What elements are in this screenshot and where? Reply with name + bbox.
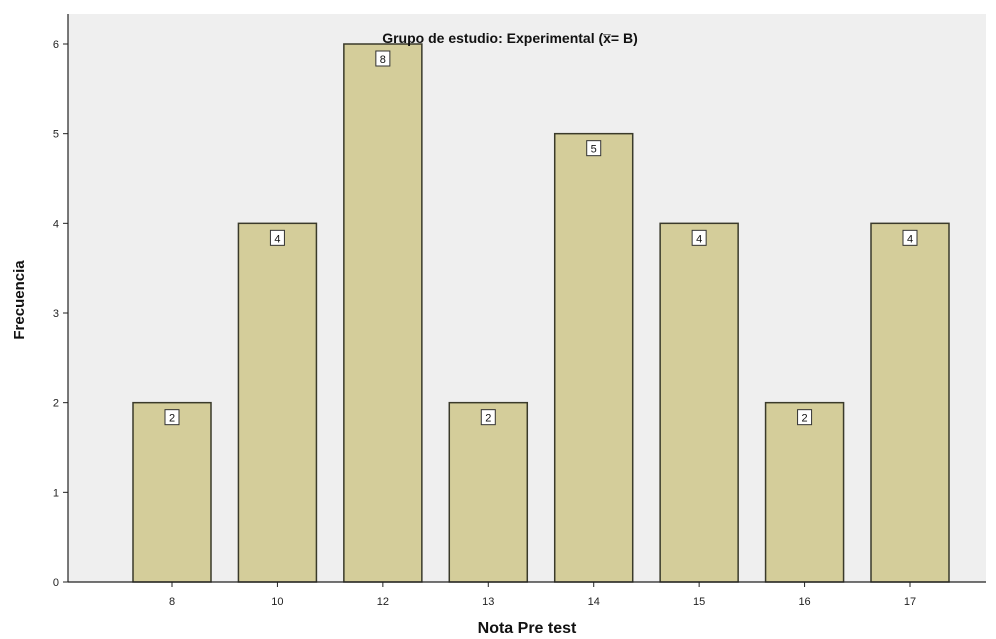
y-axis-title: Frecuencia bbox=[11, 260, 28, 340]
data-label-box bbox=[797, 409, 813, 426]
data-label-16: 2 bbox=[797, 409, 813, 426]
y-tick-label: 2 bbox=[53, 398, 59, 410]
data-label-text: 4 bbox=[274, 233, 280, 245]
bars-layer bbox=[132, 43, 950, 583]
x-tick-label: 15 bbox=[693, 596, 705, 608]
x-tick-label: 14 bbox=[588, 596, 600, 608]
bar-13 bbox=[448, 401, 529, 583]
x-tick-label: 16 bbox=[798, 596, 810, 608]
data-label-text: 8 bbox=[380, 54, 386, 66]
data-label-box bbox=[902, 229, 918, 246]
data-label-15: 4 bbox=[691, 229, 707, 246]
data-label-box bbox=[586, 140, 602, 157]
bar-14 bbox=[553, 132, 634, 583]
x-tick-label: 12 bbox=[377, 596, 389, 608]
bar-17 bbox=[870, 222, 950, 583]
data-label-text: 4 bbox=[907, 233, 913, 245]
data-labels-layer: 2 4 8 2 5 4 2 4 bbox=[164, 50, 918, 426]
chart-title: Grupo de estudio: Experimental (x̅= B) bbox=[382, 30, 638, 46]
data-label-box bbox=[691, 229, 707, 246]
bar-10 bbox=[237, 222, 318, 583]
data-label-text: 2 bbox=[485, 413, 491, 425]
bar-16 bbox=[764, 401, 845, 583]
y-tick-label: 4 bbox=[53, 218, 59, 230]
data-label-text: 5 bbox=[591, 144, 597, 156]
data-label-box bbox=[269, 229, 285, 246]
y-tick-label: 3 bbox=[53, 308, 59, 320]
data-label-10: 4 bbox=[269, 229, 285, 246]
x-tick-label: 10 bbox=[271, 596, 283, 608]
x-tick-label: 8 bbox=[169, 596, 175, 608]
data-label-13: 2 bbox=[480, 409, 496, 426]
data-label-8: 2 bbox=[164, 409, 180, 426]
data-label-text: 2 bbox=[802, 413, 808, 425]
bar-8 bbox=[132, 401, 212, 583]
y-tick-label: 6 bbox=[53, 39, 59, 51]
bar-15 bbox=[659, 222, 739, 583]
y-tick-label: 1 bbox=[53, 487, 59, 499]
y-tick-label: 0 bbox=[53, 577, 59, 589]
x-tick-label: 17 bbox=[904, 596, 916, 608]
data-label-text: 4 bbox=[696, 233, 702, 245]
data-label-17: 4 bbox=[902, 229, 918, 246]
data-label-box bbox=[480, 409, 496, 426]
data-label-text: 2 bbox=[169, 413, 175, 425]
data-label-box bbox=[375, 50, 391, 67]
x-axis-title: Nota Pre test bbox=[478, 620, 577, 637]
data-label-12: 8 bbox=[375, 50, 391, 67]
x-tick-label: 13 bbox=[482, 596, 494, 608]
data-label-14: 5 bbox=[586, 140, 602, 157]
y-tick-label: 5 bbox=[53, 129, 59, 141]
bar-12 bbox=[343, 43, 423, 583]
data-label-box bbox=[164, 409, 180, 426]
